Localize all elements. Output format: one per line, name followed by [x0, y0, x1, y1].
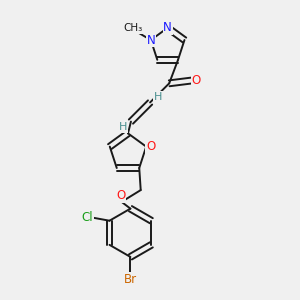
Text: Cl: Cl — [82, 211, 93, 224]
Text: O: O — [146, 140, 155, 153]
Text: N: N — [146, 34, 155, 46]
Text: O: O — [192, 74, 201, 87]
Text: H: H — [154, 92, 163, 102]
Text: Br: Br — [124, 272, 137, 286]
Text: CH₃: CH₃ — [124, 23, 143, 33]
Text: O: O — [116, 189, 126, 202]
Text: H: H — [118, 122, 127, 132]
Text: N: N — [163, 21, 172, 34]
